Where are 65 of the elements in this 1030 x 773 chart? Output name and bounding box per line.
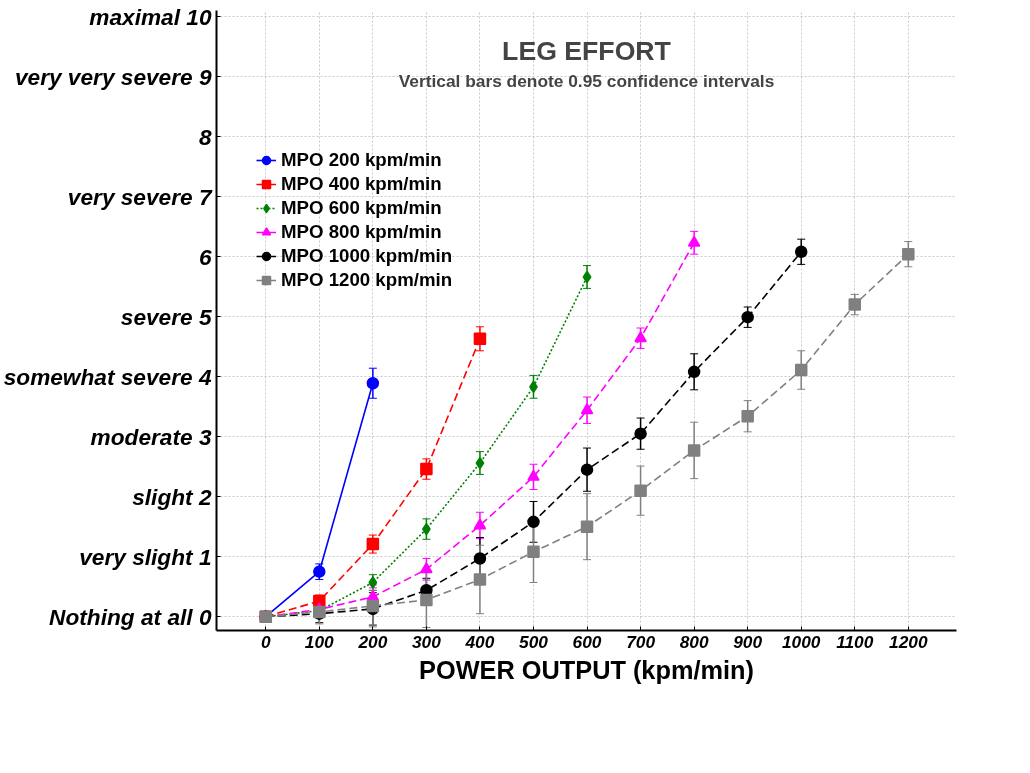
x-tick-label: 900 bbox=[733, 631, 763, 652]
point bbox=[366, 376, 380, 390]
y-tick-label: very slight 1 bbox=[79, 543, 212, 570]
x-tick-label: 700 bbox=[626, 631, 656, 652]
y-tick-label: 6 bbox=[198, 243, 212, 270]
point bbox=[580, 520, 594, 533]
point bbox=[473, 518, 487, 530]
point bbox=[687, 365, 701, 379]
point bbox=[421, 522, 431, 536]
point bbox=[420, 462, 433, 476]
point bbox=[634, 427, 647, 440]
x-tick-label: 1000 bbox=[781, 631, 821, 652]
point bbox=[687, 444, 701, 457]
legend-label: MPO 600 kpm/min bbox=[281, 196, 442, 220]
point bbox=[794, 363, 808, 377]
y-tick-label: Nothing at all 0 bbox=[49, 603, 212, 630]
y-tick-label: maximal 10 bbox=[89, 3, 212, 30]
point bbox=[313, 594, 326, 608]
x-tick-label: 1100 bbox=[836, 631, 874, 652]
point bbox=[794, 245, 808, 259]
point bbox=[420, 593, 433, 607]
point bbox=[634, 331, 647, 343]
text: LEG EFFORT bbox=[502, 35, 671, 66]
point bbox=[473, 573, 487, 586]
y-tick-label: severe 5 bbox=[120, 303, 212, 330]
x-tick-label: 200 bbox=[357, 631, 388, 652]
text: Vertical bars denote 0.95 confidence intervals bbox=[398, 70, 775, 91]
y-tick-label: moderate 3 bbox=[90, 423, 212, 450]
point bbox=[634, 484, 647, 497]
point bbox=[580, 403, 594, 415]
x-tick-label: 1200 bbox=[889, 631, 928, 652]
point bbox=[368, 576, 378, 589]
point bbox=[366, 589, 380, 601]
y-tick-label: somewhat severe 4 bbox=[3, 363, 212, 390]
point bbox=[473, 552, 487, 565]
point bbox=[741, 409, 754, 423]
y-tick-label: very very severe 9 bbox=[14, 63, 212, 90]
point bbox=[475, 456, 485, 470]
x-tick-label: 500 bbox=[519, 631, 549, 652]
point bbox=[420, 562, 433, 574]
x-tick-label: 600 bbox=[572, 631, 602, 652]
point bbox=[527, 545, 540, 559]
legend-label: MPO 400 kpm/min bbox=[281, 172, 442, 196]
point bbox=[687, 235, 701, 247]
y-tick-label: very severe 7 bbox=[67, 183, 213, 210]
x-tick-label: 300 bbox=[411, 631, 442, 652]
y-tick-label: slight 2 bbox=[132, 483, 212, 510]
point bbox=[580, 463, 594, 476]
y-tick-label: 8 bbox=[198, 123, 212, 150]
point bbox=[902, 247, 915, 261]
legend-label: MPO 200 kpm/min bbox=[281, 148, 442, 172]
x-tick-label: 100 bbox=[304, 631, 335, 652]
legend-label: MPO 1200 kpm/min bbox=[281, 268, 453, 292]
point bbox=[582, 270, 592, 284]
point bbox=[741, 310, 754, 324]
point bbox=[527, 469, 540, 481]
x-tick-label: 0 bbox=[260, 631, 271, 652]
x-tick-label: 800 bbox=[679, 631, 709, 652]
legend-label: MPO 800 kpm/min bbox=[281, 220, 442, 244]
point bbox=[848, 298, 862, 311]
point bbox=[527, 515, 540, 529]
legend-label: MPO 1000 kpm/min bbox=[281, 244, 453, 268]
x-tick-label: 400 bbox=[464, 631, 495, 652]
point bbox=[473, 332, 487, 346]
x-axis-title: POWER OUTPUT (kpm/min) bbox=[419, 655, 754, 684]
